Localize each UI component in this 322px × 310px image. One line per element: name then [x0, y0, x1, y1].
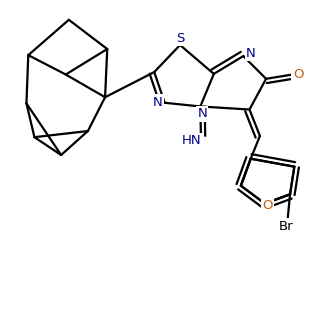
Text: N: N [246, 46, 256, 60]
Text: O: O [263, 200, 273, 212]
Text: Br: Br [279, 220, 294, 233]
Text: HN: HN [181, 134, 201, 147]
Text: S: S [176, 32, 185, 45]
Text: N: N [197, 107, 207, 120]
Text: N: N [153, 96, 163, 109]
Text: O: O [293, 68, 303, 81]
